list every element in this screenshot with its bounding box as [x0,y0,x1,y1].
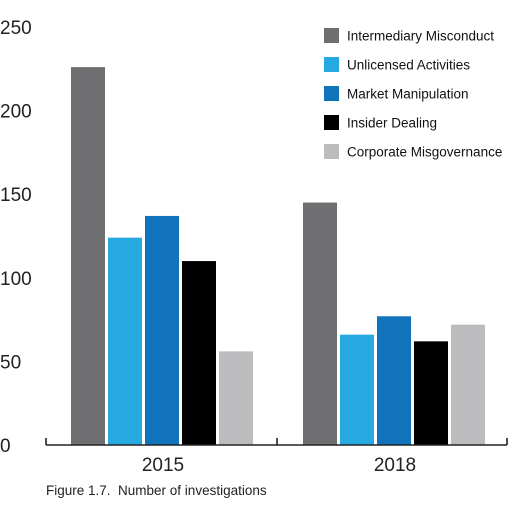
figure-caption: Figure 1.7. Number of investigations [46,483,267,498]
legend-label: Unlicensed Activities [347,58,470,73]
y-tick-label: 100 [0,269,32,290]
legend-label: Market Manipulation [347,87,469,102]
chart-legend: Intermediary Misconduct Unlicensed Activi… [324,28,502,160]
y-tick-label: 200 [0,102,32,123]
legend-item: Unlicensed Activities [324,57,470,73]
legend-label: Corporate Misgovernance [347,145,502,160]
chart-axes: 0 50 100 150 200 250 2015 2018 [0,18,508,476]
bar-unlicensed-activities-2015 [108,237,142,445]
y-tick-label: 150 [0,185,32,206]
y-tick-label: 0 [0,436,11,457]
x-tick-label: 2018 [374,455,416,476]
legend-item: Market Manipulation [324,86,469,102]
legend-swatch [324,86,339,101]
legend-swatch [324,28,339,43]
bar-market-manipulation-2015 [145,215,179,445]
legend-item: Insider Dealing [324,115,437,131]
legend-swatch [324,115,339,130]
chart-bars [71,67,485,446]
bar-chart: 0 50 100 150 200 250 2015 2018 Intermediary Mis… [0,18,508,476]
x-tick-label: 2015 [142,455,184,476]
legend-item: Intermediary Misconduct [324,28,494,44]
bar-corporate-misgovernance-2018 [451,324,485,445]
legend-swatch [324,57,339,72]
bar-intermediary-misconduct-2015 [71,67,105,446]
bar-insider-dealing-2015 [182,261,216,445]
bar-unlicensed-activities-2018 [340,334,374,445]
bar-market-manipulation-2018 [377,316,411,445]
bar-insider-dealing-2018 [414,341,448,445]
y-tick-label: 50 [0,352,21,373]
legend-swatch [324,144,339,159]
legend-item: Corporate Misgovernance [324,144,502,160]
bar-corporate-misgovernance-2015 [219,351,253,445]
y-tick-label: 250 [0,18,32,39]
legend-label: Insider Dealing [347,116,437,131]
bar-intermediary-misconduct-2018 [303,202,337,445]
legend-label: Intermediary Misconduct [347,29,494,44]
